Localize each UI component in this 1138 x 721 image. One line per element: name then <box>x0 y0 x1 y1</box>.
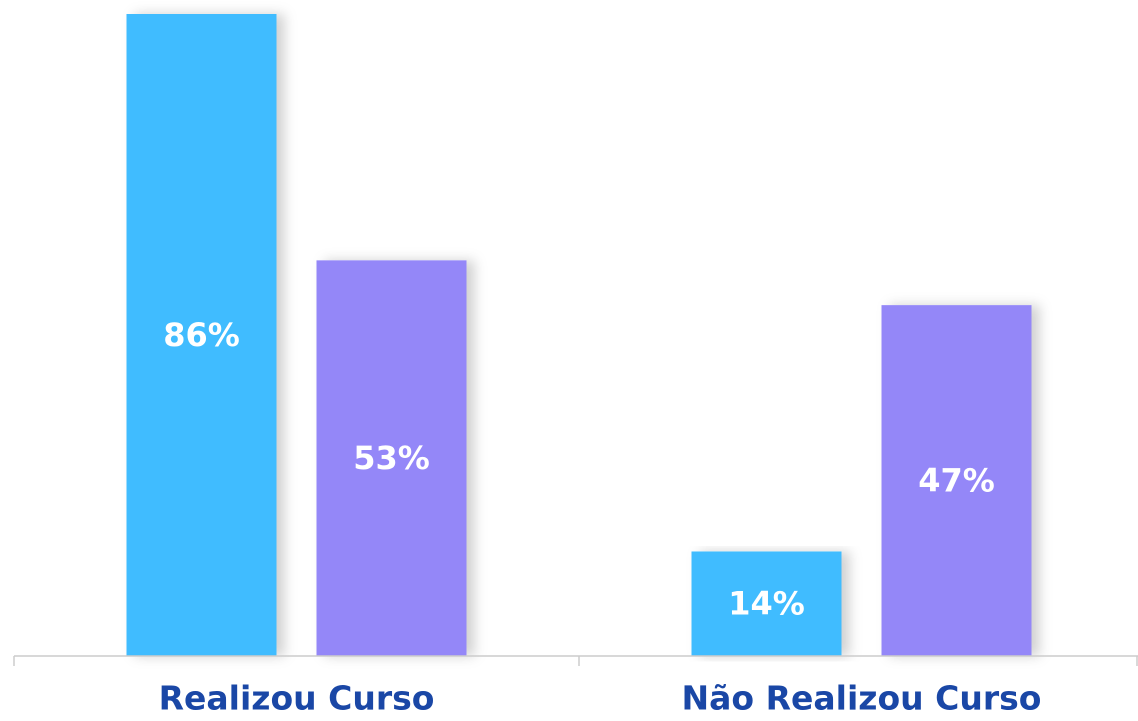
value-label: 14% <box>728 585 805 623</box>
value-label: 53% <box>353 439 430 477</box>
x-tick-label: Realizou Curso <box>159 679 435 718</box>
bar <box>316 260 467 656</box>
x-tick-label: Não Realizou Curso <box>682 679 1042 718</box>
bar <box>691 551 842 656</box>
bar <box>126 14 277 656</box>
value-label: 86% <box>163 316 240 354</box>
bar <box>881 305 1032 656</box>
value-label: 47% <box>918 462 995 500</box>
bars <box>126 14 1032 656</box>
